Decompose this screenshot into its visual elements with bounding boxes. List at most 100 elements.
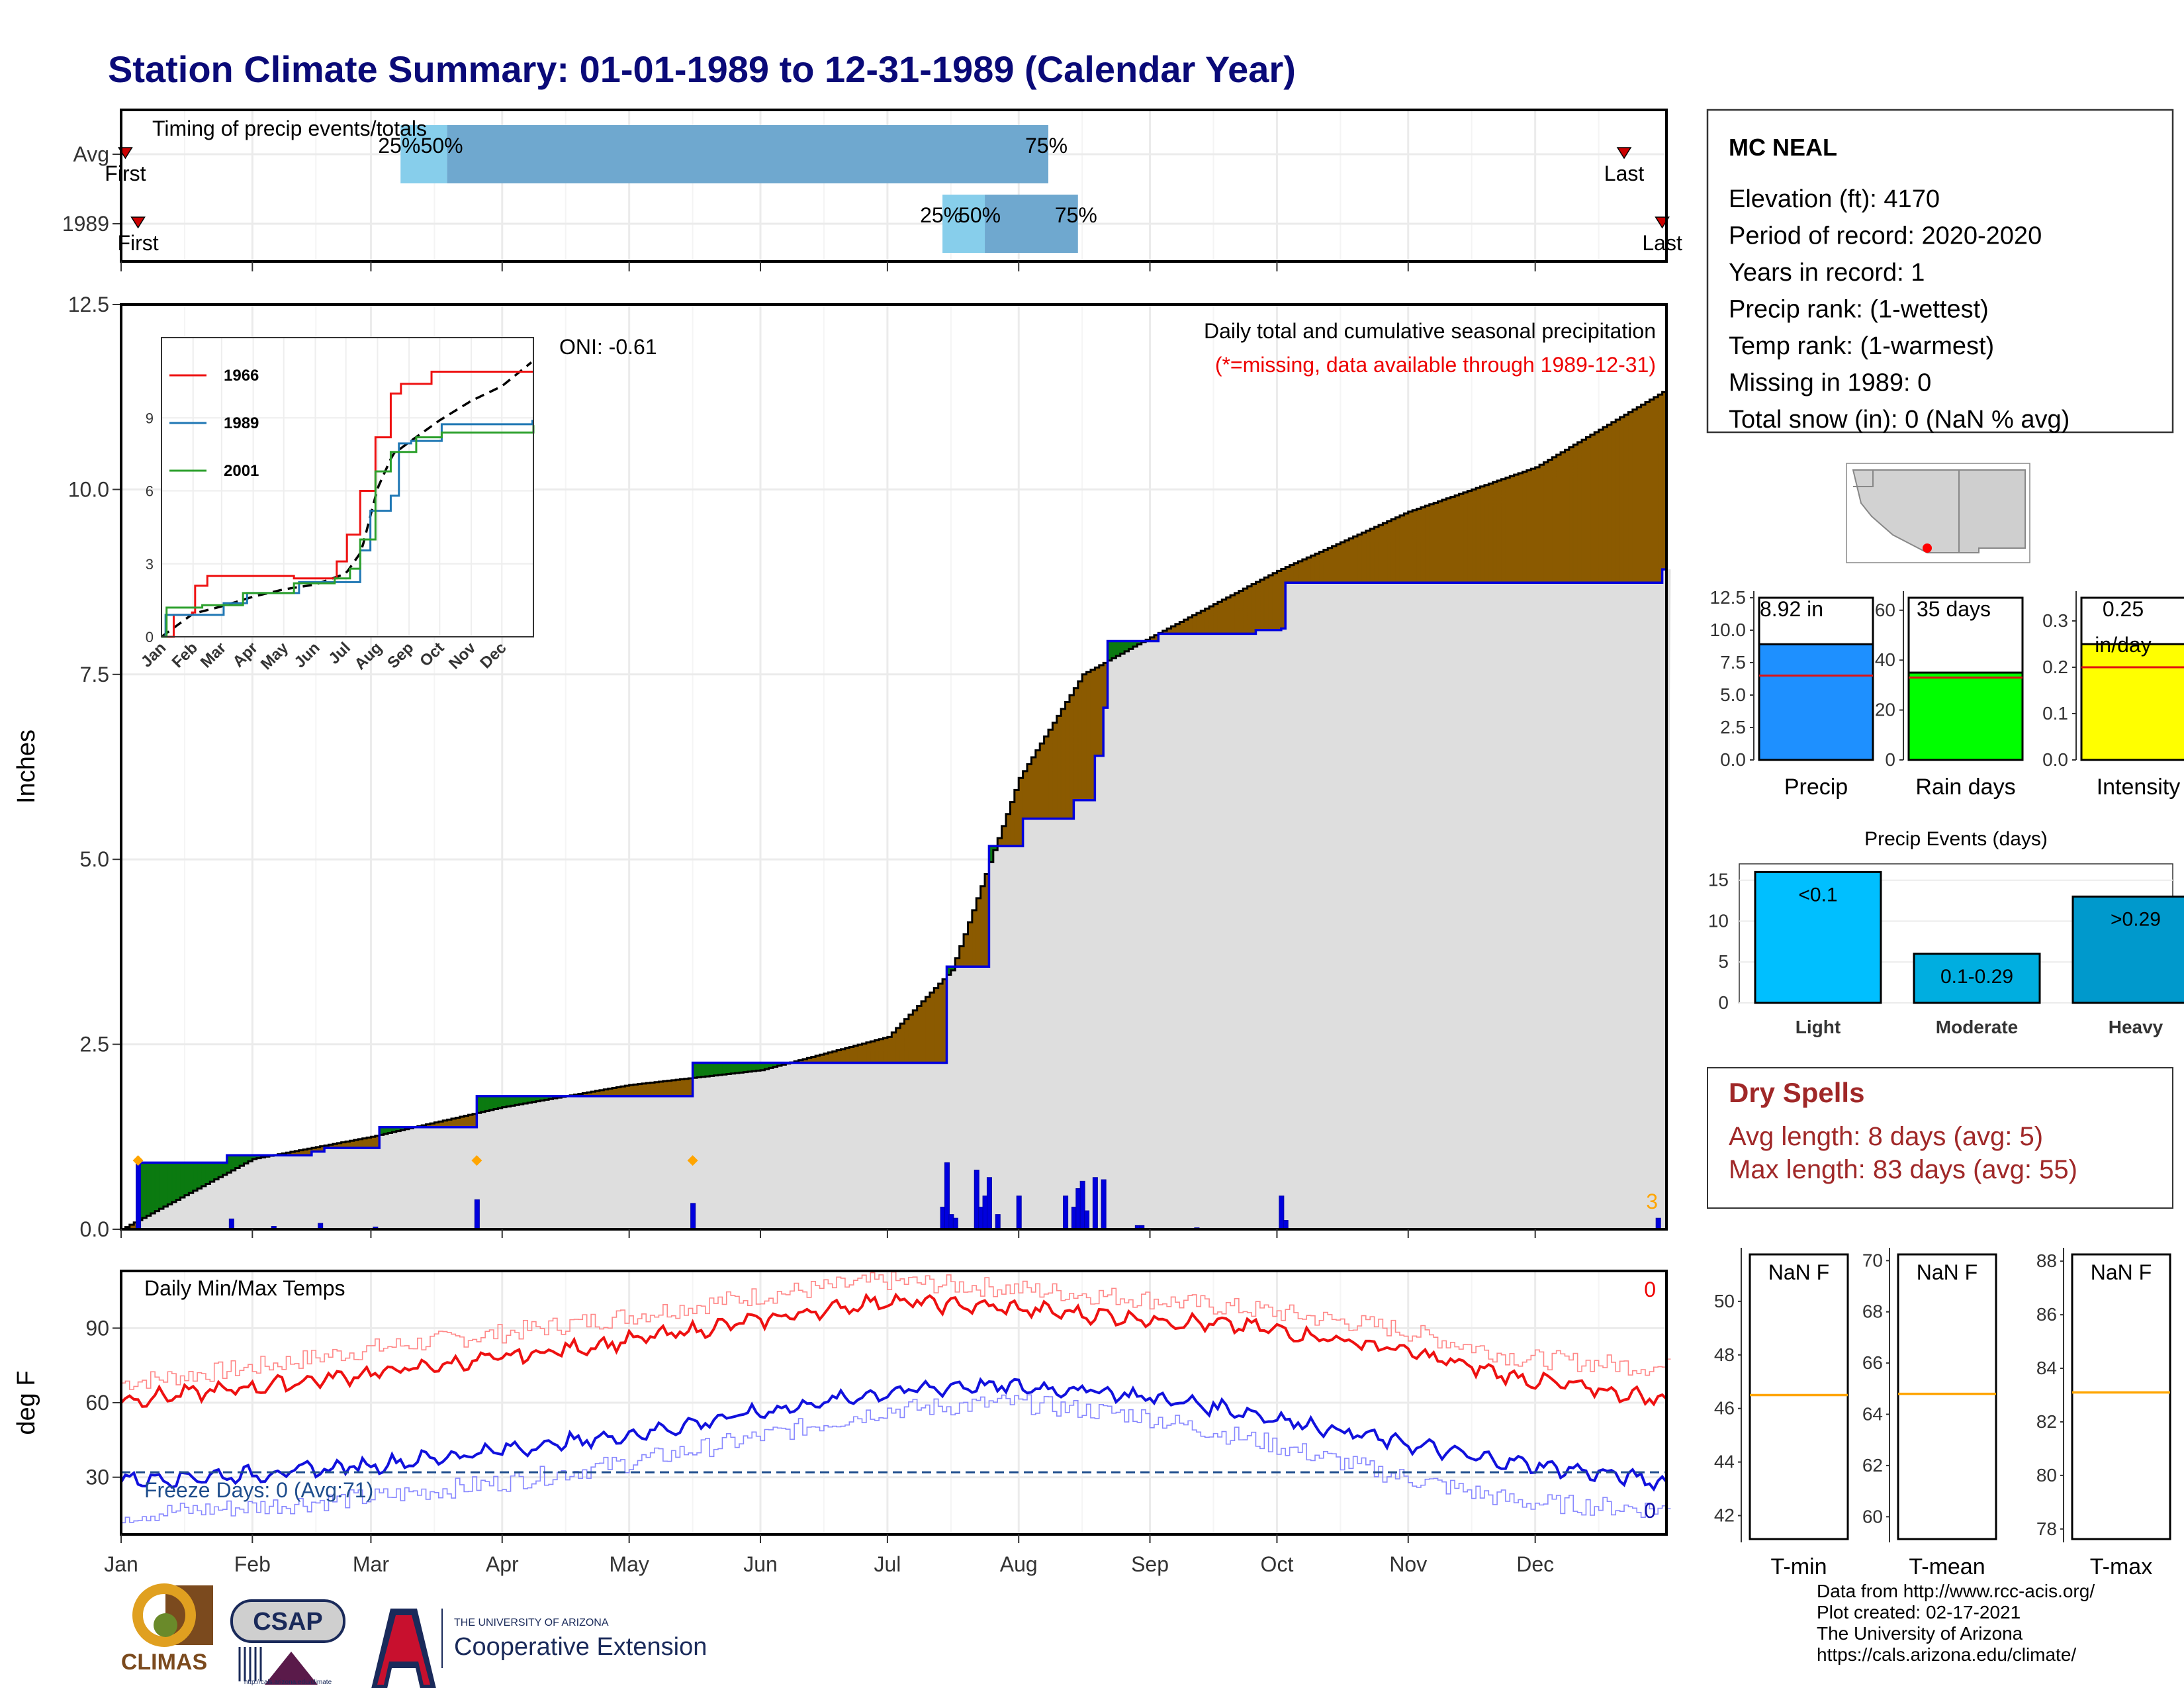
footer-line-university: The University of Arizona [1817, 1623, 2023, 1644]
mini-bar-ytick-label: 20 [1875, 700, 1895, 720]
temp-bar-frame [2071, 1253, 2171, 1540]
precip-title: Daily total and cumulative seasonal prec… [1204, 319, 1656, 343]
mini-bar-ytick-label: 12.5 [1710, 587, 1747, 608]
inset-ytick-label: 3 [146, 556, 154, 573]
events-ytick-label: 5 [1718, 951, 1729, 972]
temp-bar-ytick-label: 42 [1714, 1505, 1735, 1526]
ua-small-text: THE UNIVERSITY OF ARIZONA [454, 1617, 609, 1628]
month-label-jan: Jan [104, 1552, 138, 1576]
mini-bar-rain-days [1907, 671, 2024, 761]
month-label-oct: Oct [1261, 1552, 1294, 1576]
timing-q75-label: 75% [1025, 134, 1068, 158]
record-max-temp-line [121, 1271, 1671, 1390]
timing-box-q25-q50 [942, 195, 985, 253]
events-bar-light [1754, 870, 1882, 1004]
min-count-label: 0 [1644, 1499, 1656, 1523]
first-marker-label: First [105, 162, 146, 185]
station-info-line: Years in record: 1 [1729, 259, 1925, 287]
mini-bar-value-label: 8.92 in [1760, 597, 1823, 621]
events-ytick-label: 10 [1708, 910, 1729, 931]
temp-bar-ytick-label: 70 [1862, 1250, 1883, 1270]
daily-precip-bar [986, 1177, 992, 1230]
precip-ytick-label: 2.5 [80, 1033, 109, 1056]
freeze-days-label: Freeze Days: 0 (Avg:71) [144, 1478, 373, 1502]
temp-bar-ytick-label: 88 [2036, 1250, 2057, 1271]
timing-box-q50-q75 [985, 195, 1078, 253]
daily-precip-bar [474, 1199, 480, 1230]
csap-mountain-icon [265, 1652, 318, 1685]
missing-marker-icon [687, 1155, 698, 1166]
mini-bar-value-label: 0.25 [2103, 597, 2144, 621]
temps-frame [120, 1270, 1668, 1536]
state-border [1853, 470, 1874, 487]
precip-ytick-label: 10.0 [68, 477, 109, 501]
daily-precip-bar [1016, 1196, 1022, 1230]
page-title: Station Climate Summary: 01-01-1989 to 1… [108, 48, 1296, 90]
inset-series-line-2001 [161, 425, 535, 638]
daily-precip-bar [228, 1218, 234, 1230]
temp-bar-ytick-label: 78 [2036, 1519, 2057, 1539]
month-label-nov: Nov [1389, 1552, 1427, 1576]
dry-spells-frame [1707, 1067, 2173, 1209]
month-label-aug: Aug [1000, 1552, 1038, 1576]
station-info-line: Precip rank: (1-wettest) [1729, 296, 1989, 324]
mini-bar-ytick-label: 7.5 [1720, 652, 1746, 673]
temps-ytick-label: 90 [85, 1316, 109, 1340]
first-marker-label: First [117, 231, 158, 255]
timing-q25-label: 25% [920, 203, 962, 227]
mini-bar-ytick-label: 0.3 [2042, 610, 2068, 631]
mini-bar-ytick-label: 5.0 [1720, 684, 1746, 705]
timing-mask [0, 110, 121, 261]
inset-ytick-label: 9 [146, 410, 154, 426]
timing-q50-label: 50% [958, 203, 1001, 227]
mini-bar-value-label-2: in/day [2095, 633, 2151, 657]
temp-bar-frame [1897, 1253, 1997, 1540]
climas-logo-text: CLIMAS [121, 1650, 207, 1675]
daily-precip-bar [1655, 1217, 1661, 1230]
station-frame [1706, 109, 2174, 434]
timing-q50-label: 50% [421, 134, 463, 158]
new-mexico-shape [1958, 469, 2026, 553]
inset-legend-label: 1966 [224, 367, 259, 385]
temp-bar-category-label: T-max [2090, 1554, 2152, 1579]
temp-bar-ytick-label: 44 [1714, 1452, 1735, 1472]
temp-bar-frame [1749, 1253, 1849, 1540]
daily-precip-bar [136, 1162, 142, 1230]
logos: CLIMAS CSAP http://cals.arizona.edu/climat… [121, 1583, 707, 1688]
temp-bar-ytick-label: 62 [1862, 1455, 1883, 1476]
temp-bar-ytick-label: 82 [2036, 1411, 2057, 1432]
mini-bar-category-label: Intensity [2097, 774, 2181, 800]
temp-bar-ytick-label: 50 [1714, 1291, 1735, 1311]
record-min-temp-line [121, 1394, 1671, 1524]
mini-bar-category-label: Precip [1784, 774, 1848, 800]
temps-title: Daily Min/Max Temps [144, 1276, 345, 1300]
station-info-line: Period of record: 2020-2020 [1729, 222, 2042, 250]
events-bar-heavy [2071, 895, 2184, 1004]
precip-ylabel: Inches [13, 729, 40, 804]
inset-ytick-label: 0 [146, 629, 154, 645]
station-info-line: Missing in 1989: 0 [1729, 369, 1931, 397]
timing-box-q50-q75 [447, 125, 1048, 183]
temp-bar-category-label: T-min [1771, 1554, 1827, 1579]
ua-block-a-inner-icon [377, 1615, 430, 1685]
daily-precip-bar [690, 1203, 696, 1230]
events-category-label: Heavy [2109, 1017, 2163, 1037]
dry-spells-title: Dry Spells [1729, 1077, 1864, 1108]
events-bar-label: 0.1-0.29 [1940, 966, 2013, 988]
mini-bar-intensity [2080, 643, 2184, 761]
csap-url-text: http://cals.arizona.edu/climate [244, 1679, 332, 1686]
mini-bar-precip-total [1758, 643, 1874, 761]
month-label-feb: Feb [234, 1552, 271, 1576]
climas-logo-sun-icon [132, 1583, 196, 1647]
precip-ytick-label: 12.5 [68, 293, 109, 316]
station-name: MC NEAL [1729, 134, 1837, 161]
inset-ytick-label: 6 [146, 483, 154, 500]
mini-bar-ytick-label: 40 [1875, 649, 1895, 670]
temp-bar-ytick-label: 84 [2036, 1358, 2057, 1378]
normal-max-temp-line [120, 1292, 1668, 1408]
timing-box-q25-q50 [400, 125, 447, 183]
temp-bar-value-label: NaN F [1917, 1260, 1978, 1284]
normal-cumulative-area [121, 569, 1671, 1229]
